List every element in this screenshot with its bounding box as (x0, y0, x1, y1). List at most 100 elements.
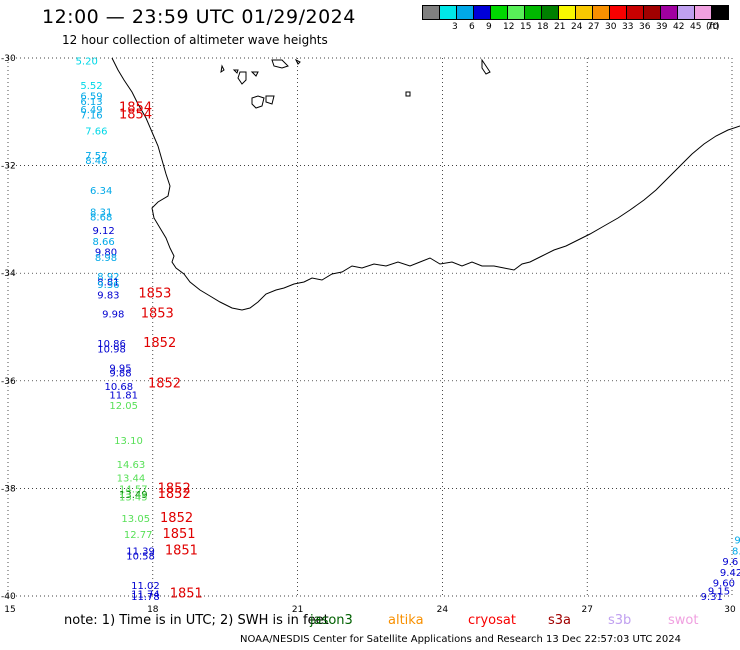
wave-height-label: 11.39 (126, 546, 155, 557)
wave-height-label: 9.12 (92, 226, 114, 237)
mission-legend-s3a: s3a (548, 613, 572, 628)
lon-tick-label: 18 (147, 605, 159, 615)
pass-time-label: 1853 (141, 307, 174, 322)
lat-tick-label: -30 (1, 54, 16, 64)
wave-height-label: 13.45 (119, 492, 148, 503)
wave-height-label: 8.81 (97, 277, 119, 288)
wave-height-label: 8. (732, 546, 740, 557)
wave-height-label: 9.95 (109, 363, 131, 374)
wave-height-label: 8.68 (90, 213, 112, 224)
pass-time-label: 1852 (148, 376, 181, 391)
scale-label: 36 (639, 22, 651, 32)
wave-height-label: 9.36 (97, 280, 119, 291)
coastline-south-africa (111, 57, 740, 311)
scale-label: 33 (622, 22, 634, 32)
wave-height-label: 13.44 (117, 474, 146, 485)
scale-label: 18 (537, 22, 549, 32)
lat-tick-label: -40 (1, 592, 16, 602)
wave-height-label: 8.31 (90, 207, 112, 218)
wave-height-label: 14.63 (117, 460, 146, 471)
mission-legend-s3b: s3b (608, 613, 632, 628)
wave-height-label: 5.20 (76, 57, 98, 68)
wave-height-label: 11.81 (109, 390, 138, 401)
pass-time-label: 1851 (162, 527, 195, 542)
lat-tick-label: -36 (1, 377, 16, 387)
mission-legend-altika: altika (388, 613, 424, 628)
wave-height-label: 9.15 (708, 587, 730, 598)
lon-tick-label: 30 (724, 605, 736, 615)
scale-label: 6 (469, 22, 475, 32)
scale-label: 70 (707, 22, 719, 32)
scale-label: 24 (571, 22, 583, 32)
footer-note: note: 1) Time is in UTC; 2) SWH is in fe… (64, 613, 329, 628)
wave-height-label: 9.42 (720, 568, 740, 579)
scale-label: 27 (588, 22, 600, 32)
mission-legend-cryosat: cryosat (468, 613, 516, 628)
wave-height-label: 8.66 (92, 237, 114, 248)
wave-height-label: 12.05 (109, 401, 138, 412)
pass-time-label: 1851 (170, 586, 203, 601)
lon-tick-label: 15 (4, 605, 15, 615)
wave-height-label: 9.83 (97, 291, 119, 302)
wave-height-label: 9 (734, 536, 740, 547)
scale-label: 39 (656, 22, 668, 32)
lon-tick-label: 21 (292, 605, 303, 615)
scale-label: 45 (690, 22, 702, 32)
footer-credit: NOAA/NESDIS Center for Satellite Applica… (240, 634, 682, 645)
wave-height-label: 7.66 (85, 127, 107, 138)
wave-height-label: 6.59 (80, 92, 102, 103)
scale-label: 9 (486, 22, 492, 32)
wave-height-color-scale: 3 6 9 12 15 18 21 24 27 30 33 36 39 42 45 70 (ft) (422, 5, 729, 39)
wave-height-label: 11.74 (131, 589, 160, 600)
lon-tick-label: 24 (437, 605, 449, 615)
wave-height-label: 13.10 (114, 436, 143, 447)
wave-height-label: 10.68 (105, 382, 134, 393)
wave-height-label: 8.48 (85, 156, 107, 167)
lat-tick-label: -34 (1, 269, 16, 279)
pass-time-label: 1853 (138, 287, 171, 302)
wave-height-label: 6.13 (80, 97, 102, 108)
scale-label: 30 (605, 22, 617, 32)
mission-legend-jason3: jason3 (310, 613, 353, 628)
pass-time-label: 1852 (158, 487, 191, 502)
pass-time-label: 1852 (158, 481, 191, 496)
scale-label: 12 (503, 22, 515, 32)
map-title: 12:00 — 23:59 UTC 01/29/2024 (42, 6, 356, 28)
wave-height-label: 5.52 (80, 81, 102, 92)
wave-height-label: 6.49 (80, 105, 102, 116)
wave-height-label: 7.57 (85, 151, 107, 162)
map-subtitle: 12 hour collection of altimeter wave hei… (62, 33, 328, 47)
wave-height-label: 8.98 (95, 253, 117, 264)
wave-height-label: 13.05 (121, 514, 150, 525)
wave-height-label: 14.57 (119, 484, 148, 495)
lon-tick-label: 27 (581, 605, 592, 615)
scale-unit-label: (ft) (706, 22, 720, 32)
pass-time-label: 1854 (119, 107, 152, 122)
wave-height-label: 8.92 (97, 272, 119, 283)
scale-label: 15 (520, 22, 532, 32)
wave-height-label: 9.60 (713, 579, 735, 590)
scale-label: 3 (452, 22, 458, 32)
scale-label: 42 (673, 22, 685, 32)
wave-height-label: 11.78 (131, 592, 160, 603)
wave-height-label: 10.58 (126, 552, 155, 563)
mission-legend-swot: swot (668, 613, 699, 628)
pass-time-label: 1852 (160, 511, 193, 526)
lat-tick-label: -38 (1, 484, 16, 494)
lat-lon-grid (7, 57, 733, 597)
pass-time-label: 1852 (143, 336, 176, 351)
wave-height-label: 9.88 (109, 369, 131, 380)
wave-height-label: 9.31 (701, 592, 723, 603)
coastline-islands (220, 58, 491, 109)
wave-height-label: 9.80 (95, 248, 117, 259)
wave-height-label: 7.16 (80, 110, 102, 121)
pass-time-label: 1851 (165, 543, 198, 558)
scale-label: 21 (554, 22, 566, 32)
wave-height-label: 11.02 (131, 581, 160, 592)
wave-height-label: 6.34 (90, 186, 112, 197)
wave-height-label: 9.98 (102, 310, 124, 321)
lat-tick-label: -32 (1, 162, 16, 172)
wave-height-label: 10.98 (97, 345, 126, 356)
pass-time-label: 1854 (119, 100, 152, 115)
